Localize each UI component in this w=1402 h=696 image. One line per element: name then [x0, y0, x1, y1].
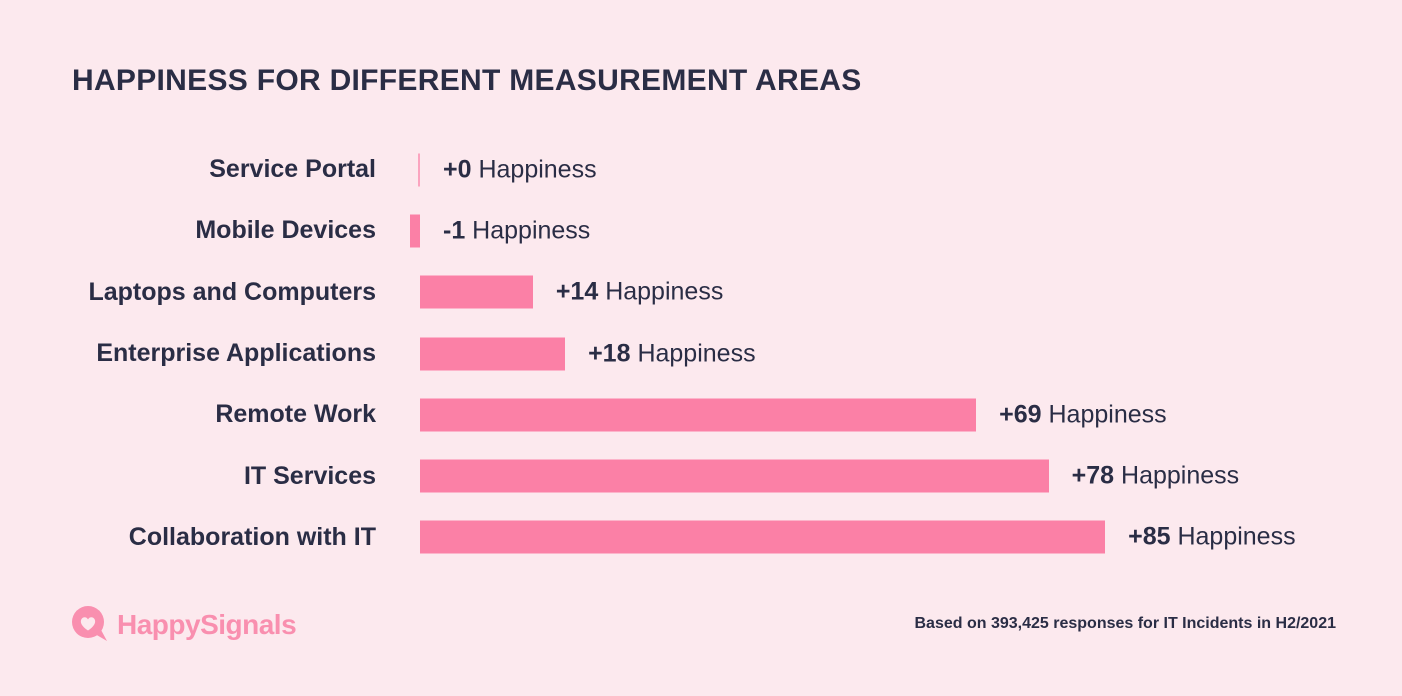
value-number: +85 — [1128, 522, 1171, 551]
chart-title: HAPPINESS FOR DIFFERENT MEASUREMENT AREA… — [72, 64, 862, 97]
happiness-bar — [420, 337, 566, 371]
value-number: +14 — [555, 277, 599, 306]
happysignals-logo-text: HappySignals — [117, 609, 297, 640]
category-label: Mobile Devices — [195, 216, 376, 245]
bar-row: Collaboration with IT +85 Happiness — [0, 507, 1402, 568]
happiness-bar — [420, 398, 977, 432]
value-label: +18 Happiness — [588, 339, 756, 368]
value-label: +78 Happiness — [1072, 462, 1240, 491]
happiness-bar — [420, 275, 533, 309]
value-unit: Happiness — [471, 155, 597, 184]
happysignals-logo: HappySignals — [70, 604, 297, 646]
category-label: Enterprise Applications — [96, 339, 376, 368]
value-label: -1 Happiness — [443, 216, 590, 245]
value-number: -1 — [443, 216, 466, 245]
category-label: Laptops and Computers — [88, 277, 376, 306]
bar-row: Laptops and Computers +14 Happiness — [0, 262, 1402, 323]
value-unit: Happiness — [1114, 461, 1240, 490]
bar-track: +69 Happiness — [420, 384, 1402, 445]
value-number: +69 — [999, 400, 1042, 429]
bar-row: Mobile Devices -1 Happiness — [0, 200, 1402, 261]
category-label: Remote Work — [215, 400, 376, 429]
value-label: +85 Happiness — [1128, 523, 1296, 552]
bar-row: Service Portal +0 Happiness — [0, 139, 1402, 200]
category-label: Service Portal — [209, 155, 376, 184]
bar-track: +85 Happiness — [420, 507, 1402, 568]
happiness-bar-negative — [410, 214, 420, 248]
value-number: +0 — [443, 155, 472, 184]
bar-track: +0 Happiness — [418, 139, 1402, 200]
happysignals-logo-icon — [72, 606, 107, 641]
value-label: +14 Happiness — [556, 278, 724, 307]
value-number: +18 — [588, 339, 631, 368]
category-label: Collaboration with IT — [128, 522, 376, 551]
bar-row: IT Services +78 Happiness — [0, 445, 1402, 506]
bar-row: Remote Work +69 Happiness — [0, 384, 1402, 445]
value-number: +78 — [1071, 461, 1115, 490]
bar-track: +14 Happiness — [420, 262, 1402, 323]
bar-row: Enterprise Applications +18 Happiness — [0, 323, 1402, 384]
value-label: +0 Happiness — [443, 155, 597, 184]
value-unit: Happiness — [630, 339, 756, 368]
category-label: IT Services — [243, 461, 376, 490]
bar-track: +18 Happiness — [420, 323, 1402, 384]
value-unit: Happiness — [1041, 400, 1167, 429]
bar-track: -1 Happiness — [410, 200, 1402, 261]
bar-chart: Service Portal +0 Happiness Mobile Devices… — [0, 139, 1402, 568]
zero-tick — [418, 153, 420, 187]
happiness-bar — [420, 459, 1049, 493]
footer-note: Based on 393,425 responses for IT Incide… — [914, 615, 1337, 632]
value-unit: Happiness — [1170, 522, 1296, 551]
bar-track: +78 Happiness — [420, 445, 1402, 506]
value-label: +69 Happiness — [999, 400, 1167, 429]
happiness-bar — [420, 520, 1106, 554]
value-unit: Happiness — [465, 216, 591, 245]
value-unit: Happiness — [598, 277, 724, 306]
